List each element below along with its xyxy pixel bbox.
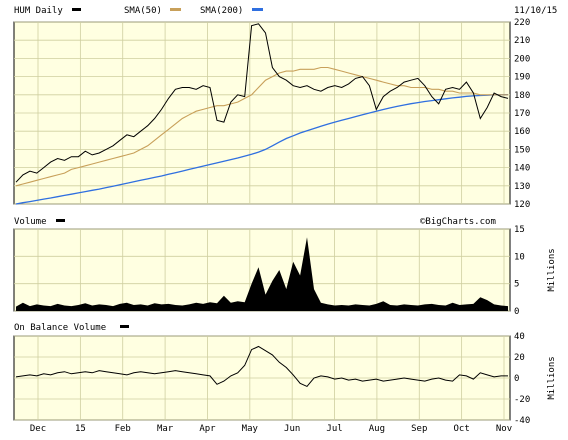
x-tick-label: Nov <box>496 424 512 434</box>
sma50-legend-swatch <box>170 8 181 11</box>
price-y-tick-label: 200 <box>514 54 530 64</box>
volume-legend-swatch <box>56 219 65 222</box>
obv-y-axis: -40 -20 0 20 40 <box>514 332 530 426</box>
x-tick-label: Mar <box>157 424 174 434</box>
x-tick-label: Sep <box>411 424 427 434</box>
sma200-legend-swatch <box>252 8 263 11</box>
price-y-axis: 120 130 140 150 160 170 180 190 200 210 220 <box>514 18 530 210</box>
volume-y-tick-label: 5 <box>514 280 519 290</box>
obv-y-tick-label: -20 <box>514 395 530 405</box>
volume-y-tick-label: 15 <box>514 225 525 235</box>
x-tick-label: Apr <box>199 424 216 434</box>
volume-y-tick-label: 0 <box>514 307 519 317</box>
sma200-label: SMA(200) <box>200 6 243 16</box>
price-y-tick-label: 120 <box>514 200 530 210</box>
obv-gridlines <box>14 335 510 421</box>
x-tick-label: Jul <box>326 424 342 434</box>
header-date: 11/10/15 <box>514 6 557 16</box>
price-y-tick-label: 150 <box>514 145 530 155</box>
price-line <box>15 23 509 183</box>
ticker-label: HUM Daily <box>14 6 63 16</box>
volume-area <box>16 237 508 311</box>
price-y-tick-label: 160 <box>514 127 530 137</box>
obv-label: On Balance Volume <box>14 323 106 333</box>
price-y-tick-label: 140 <box>514 164 530 174</box>
x-tick-label: Dec <box>30 424 46 434</box>
x-tick-label: Oct <box>454 424 470 434</box>
x-axis: Dec 15 Feb Mar Apr May Jun Jul Aug Sep Oct Nov <box>30 424 512 434</box>
price-y-tick-label: 190 <box>514 73 530 83</box>
price-y-tick-label: 220 <box>514 18 530 28</box>
sma50-label: SMA(50) <box>124 6 162 16</box>
x-tick-label: Aug <box>369 424 385 434</box>
price-legend-swatch <box>72 8 81 11</box>
price-y-tick-label: 180 <box>514 91 530 101</box>
obv-line <box>15 345 508 388</box>
watermark: ©BigCharts.com <box>420 217 496 227</box>
price-y-tick-label: 170 <box>514 109 530 119</box>
obv-y-tick-label: 40 <box>514 332 525 342</box>
obv-unit-label: Millions <box>547 356 557 399</box>
volume-unit-label: Millions <box>547 248 557 291</box>
x-tick-label: Jun <box>284 424 300 434</box>
price-y-tick-label: 210 <box>514 36 530 46</box>
obv-y-tick-label: 20 <box>514 353 525 363</box>
sma200-line <box>15 93 509 205</box>
obv-y-tick-label: 0 <box>514 374 519 384</box>
obv-y-tick-label: -40 <box>514 416 530 426</box>
price-y-tick-label: 130 <box>514 182 530 192</box>
volume-label: Volume <box>14 217 47 227</box>
volume-y-axis: 0 5 10 15 <box>514 225 525 317</box>
x-tick-label: Feb <box>115 424 131 434</box>
price-gridlines <box>14 21 510 205</box>
obv-legend-swatch <box>120 325 129 328</box>
volume-y-tick-label: 10 <box>514 252 525 262</box>
x-tick-label: 15 <box>75 424 86 434</box>
x-tick-label: May <box>242 424 259 434</box>
